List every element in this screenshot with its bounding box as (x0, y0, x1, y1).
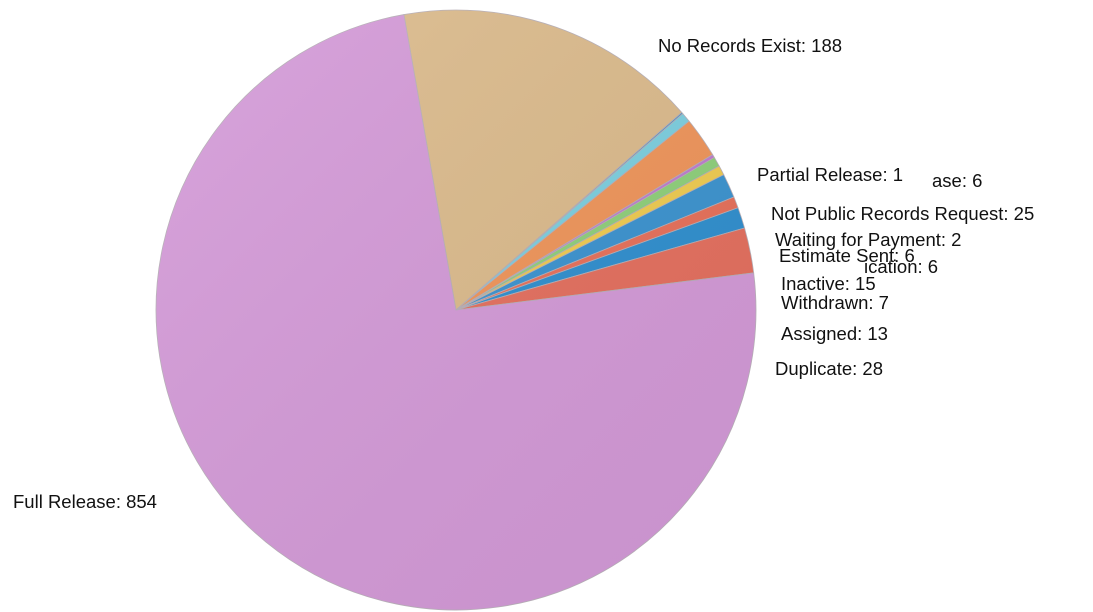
pie-label-waiting-for-clarification: ication: 6 (864, 256, 938, 277)
pie-label-full-release: Full Release: 854 (13, 491, 157, 512)
pie-label-partial-release: Partial Release: 1 (757, 164, 903, 185)
pie-label-assigned: Assigned: 13 (781, 323, 888, 344)
pie-label-no-records-exist: No Records Exist: 188 (658, 35, 842, 56)
pie-label-inactive: Inactive: 15 (781, 273, 876, 294)
pie-label-pending-release: ase: 6 (932, 170, 982, 191)
pie-label-withdrawn: Withdrawn: 7 (781, 292, 889, 313)
pie-label-waiting-for-payment: Waiting for Payment: 2 (775, 229, 961, 250)
pie-label-not-public-records-request: Not Public Records Request: 25 (771, 203, 1034, 224)
pie-label-estimate-sent: Estimate Sent: 6 (779, 245, 915, 266)
pie-label-duplicate: Duplicate: 28 (775, 358, 883, 379)
